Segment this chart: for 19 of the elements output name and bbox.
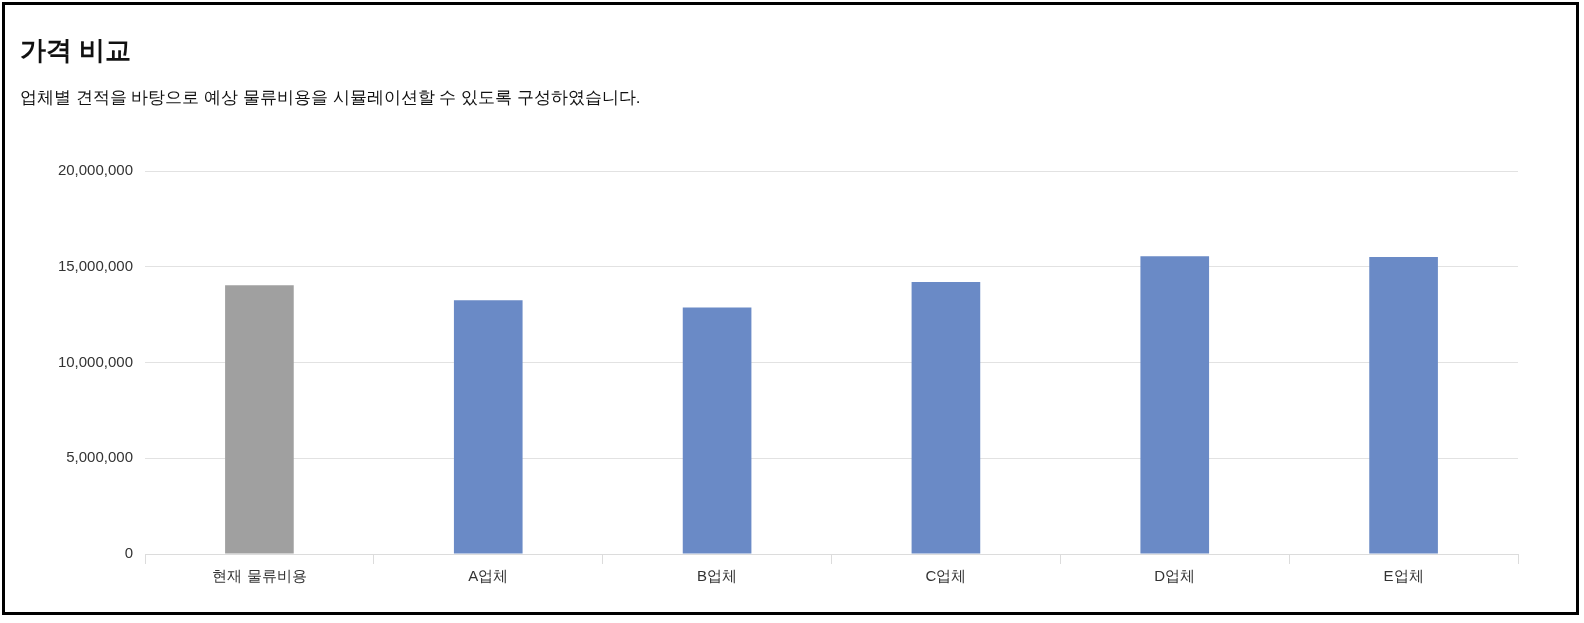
y-tick-label: 20,000,000 xyxy=(57,161,133,179)
x-tick-label: A업체 xyxy=(468,567,509,585)
chart-subtitle: 업체별 견적을 바탕으로 예상 물류비용을 시뮬레이션할 수 있도록 구성하였습니다. xyxy=(20,87,641,109)
x-tick-label: 현재 물류비용 xyxy=(212,567,307,585)
bar xyxy=(453,300,523,554)
bar xyxy=(1140,256,1210,554)
bar xyxy=(911,281,981,554)
x-tick-label: C업체 xyxy=(925,567,967,585)
bar xyxy=(1369,256,1438,554)
bar xyxy=(682,307,752,554)
chart-title: 가격 비교 xyxy=(20,34,132,67)
x-tick-label: B업체 xyxy=(697,567,738,585)
x-tick-label: D업체 xyxy=(1154,567,1196,585)
y-tick-label: 5,000,000 xyxy=(66,448,133,466)
bar xyxy=(225,285,294,554)
y-tick-label: 15,000,000 xyxy=(57,256,133,274)
y-tick-label: 10,000,000 xyxy=(57,352,133,370)
x-tick-label: E업체 xyxy=(1383,567,1424,585)
y-tick-label: 0 xyxy=(124,544,133,562)
